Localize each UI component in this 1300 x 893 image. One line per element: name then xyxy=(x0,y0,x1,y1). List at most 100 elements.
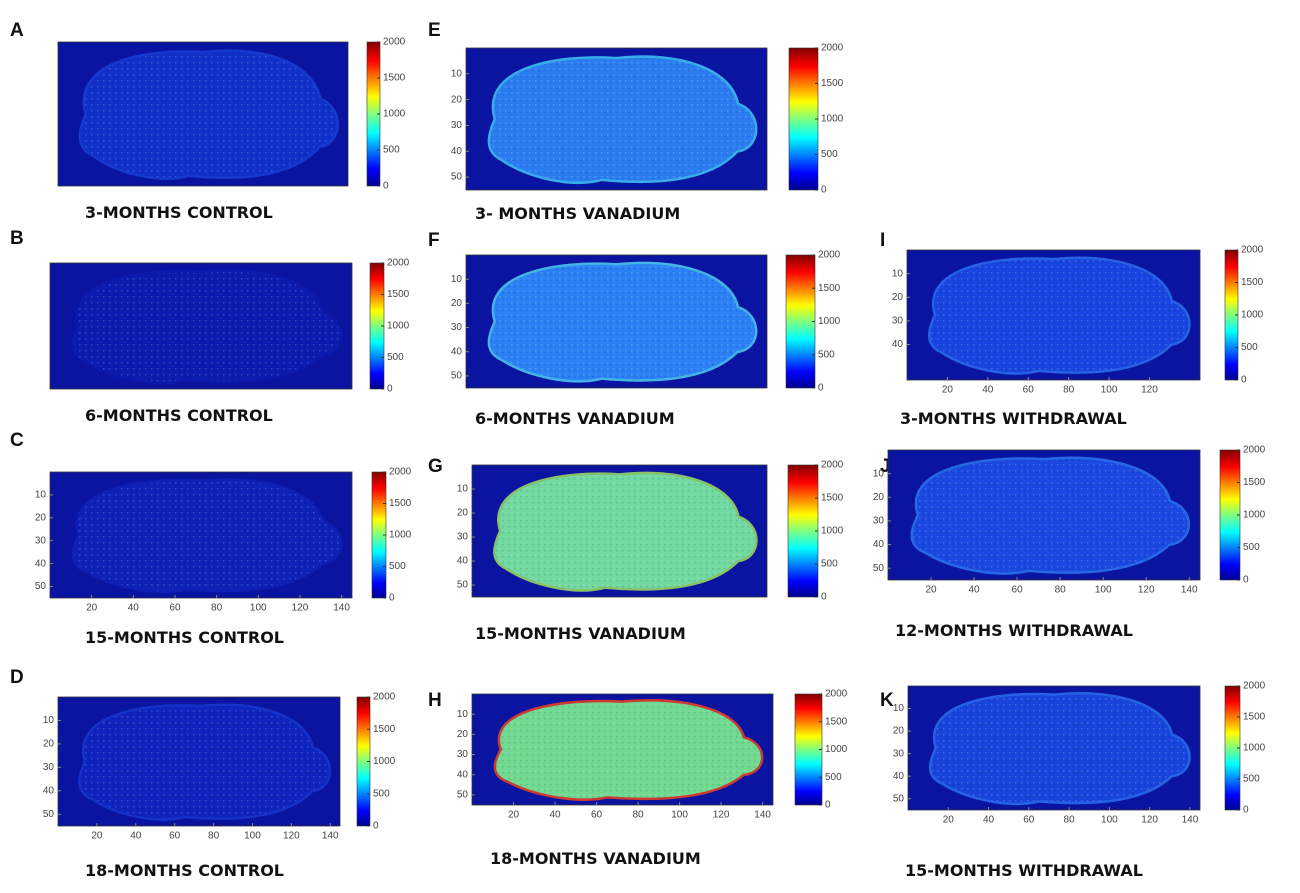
panel-caption: 3-MONTHS WITHDRAWAL xyxy=(900,409,1127,428)
panel-caption: 3-MONTHS CONTROL xyxy=(85,203,273,222)
panel-caption: 18-MONTHS CONTROL xyxy=(85,861,284,880)
colorbar-tick-label: 1500 xyxy=(825,716,848,727)
colorbar-tick-label: 1000 xyxy=(387,321,410,332)
y-tick-label: 50 xyxy=(43,809,55,820)
x-tick-label: 80 xyxy=(633,810,645,821)
y-tick-label: 20 xyxy=(451,94,463,105)
brain-texture xyxy=(80,705,329,819)
y-tick-label: 30 xyxy=(893,748,905,759)
panel-letter: K xyxy=(880,690,894,711)
y-tick-label: 10 xyxy=(893,703,905,714)
colorbar-tick-label: 1000 xyxy=(821,114,844,125)
x-tick-label: 20 xyxy=(925,585,937,596)
panel-caption: 15-MONTHS VANADIUM xyxy=(475,624,686,643)
colorbar-tick-label: 1500 xyxy=(821,493,844,504)
colorbar-tick-label: 2000 xyxy=(818,250,841,261)
y-tick-label: 10 xyxy=(451,68,463,79)
y-tick-label: 40 xyxy=(892,339,904,350)
y-tick-label: 40 xyxy=(43,785,55,796)
colorbar xyxy=(788,47,819,191)
x-tick-label: 100 xyxy=(1101,385,1118,396)
colorbar-tick-label: 0 xyxy=(818,383,824,394)
x-tick-label: 60 xyxy=(1012,585,1024,596)
colorbar-tick-label: 500 xyxy=(1241,342,1258,353)
colorbar-tick-label: 1000 xyxy=(825,744,848,755)
panel-letter: C xyxy=(10,430,24,451)
panel-caption: 12-MONTHS WITHDRAWAL xyxy=(895,621,1133,640)
y-tick-label: 30 xyxy=(457,532,469,543)
panel: J 0 500 1000 1500 2000 10 20 30 40 50 20 40 60 80 100 12… xyxy=(873,445,1266,640)
y-tick-label: 30 xyxy=(35,535,47,546)
colorbar-tick-label: 500 xyxy=(373,788,390,799)
colorbar-tick-label: 500 xyxy=(389,561,406,572)
panel-letter: E xyxy=(428,20,441,41)
colorbar-tick-label: 1000 xyxy=(1243,743,1266,754)
x-tick-label: 40 xyxy=(969,585,981,596)
x-tick-label: 80 xyxy=(208,831,220,842)
panel-caption: 6-MONTHS CONTROL xyxy=(85,406,273,425)
y-tick-label: 30 xyxy=(43,762,55,773)
colorbar xyxy=(785,254,816,389)
brain-texture xyxy=(490,264,755,381)
y-tick-label: 40 xyxy=(451,346,463,357)
x-tick-label: 80 xyxy=(1064,815,1076,826)
x-tick-label: 120 xyxy=(292,603,309,614)
colorbar-tick-label: 500 xyxy=(818,349,835,360)
y-tick-label: 20 xyxy=(892,292,904,303)
colorbar-tick-label: 1000 xyxy=(389,530,412,541)
colorbar-tick-label: 500 xyxy=(825,772,842,783)
colorbar-tick-label: 0 xyxy=(1241,375,1247,386)
y-tick-label: 40 xyxy=(873,539,885,550)
colorbar-tick-label: 2000 xyxy=(373,692,396,703)
x-tick-label: 20 xyxy=(508,810,520,821)
brain-texture xyxy=(496,701,761,799)
y-tick-label: 40 xyxy=(451,146,463,157)
x-tick-label: 20 xyxy=(943,815,955,826)
x-tick-label: 60 xyxy=(169,603,181,614)
colorbar-tick-label: 0 xyxy=(387,384,393,395)
x-tick-label: 120 xyxy=(1141,385,1158,396)
x-tick-label: 80 xyxy=(1063,385,1075,396)
colorbar-tick-label: 0 xyxy=(821,592,827,603)
x-tick-label: 80 xyxy=(1055,585,1067,596)
colorbar-tick-label: 1000 xyxy=(1241,310,1264,321)
panel-letter: F xyxy=(428,230,440,251)
colorbar-tick-label: 0 xyxy=(389,593,395,604)
x-tick-label: 140 xyxy=(1181,585,1198,596)
colorbar-tick-label: 1500 xyxy=(1243,712,1266,723)
colorbar-tick-label: 2000 xyxy=(821,43,844,54)
y-tick-label: 50 xyxy=(451,172,463,183)
colorbar-tick-label: 2000 xyxy=(1241,245,1264,256)
colorbar-tick-label: 2000 xyxy=(1243,445,1266,456)
x-tick-label: 140 xyxy=(1182,815,1199,826)
y-tick-label: 20 xyxy=(873,492,885,503)
x-tick-label: 60 xyxy=(1023,385,1035,396)
panel: E 0 500 1000 1500 2000 10 20 30 40 50 3- MONTHS VAN… xyxy=(428,20,844,223)
panel: K 0 500 1000 1500 2000 10 20 30 40 50 20 40 60 80 100 12… xyxy=(880,681,1266,880)
y-tick-label: 10 xyxy=(35,490,47,501)
x-tick-label: 100 xyxy=(671,810,688,821)
y-tick-label: 30 xyxy=(451,120,463,131)
panel-caption: 6-MONTHS VANADIUM xyxy=(475,409,675,428)
colorbar-tick-label: 1000 xyxy=(1243,510,1266,521)
panel: F 0 500 1000 1500 2000 10 20 30 40 50 6-MONTHS VANA… xyxy=(428,230,841,428)
colorbar-tick-label: 1500 xyxy=(383,73,406,84)
panel: A 0 500 1000 1500 2000 3-MONTHS CONTROL xyxy=(10,20,406,222)
colorbar-tick-label: 1500 xyxy=(818,283,841,294)
x-tick-label: 80 xyxy=(211,603,223,614)
brain-texture xyxy=(74,480,340,591)
colorbar-tick-label: 1000 xyxy=(373,756,396,767)
panel: H 0 500 1000 1500 2000 10 20 30 40 50 20 40 60 80 100 12… xyxy=(428,689,848,868)
y-tick-label: 20 xyxy=(457,729,469,740)
panel-letter: H xyxy=(428,690,442,711)
x-tick-label: 40 xyxy=(983,815,995,826)
colorbar-tick-label: 2000 xyxy=(383,37,406,48)
colorbar-tick-label: 500 xyxy=(1243,774,1260,785)
colorbar-tick-label: 500 xyxy=(821,149,838,160)
panel-caption: 18-MONTHS VANADIUM xyxy=(490,849,701,868)
panel-letter: I xyxy=(880,230,885,251)
panel: C 0 500 1000 1500 2000 10 20 30 40 50 20 40 60 80 100 12… xyxy=(10,430,412,647)
colorbar-tick-label: 500 xyxy=(821,559,838,570)
panel-letter: A xyxy=(10,20,24,41)
